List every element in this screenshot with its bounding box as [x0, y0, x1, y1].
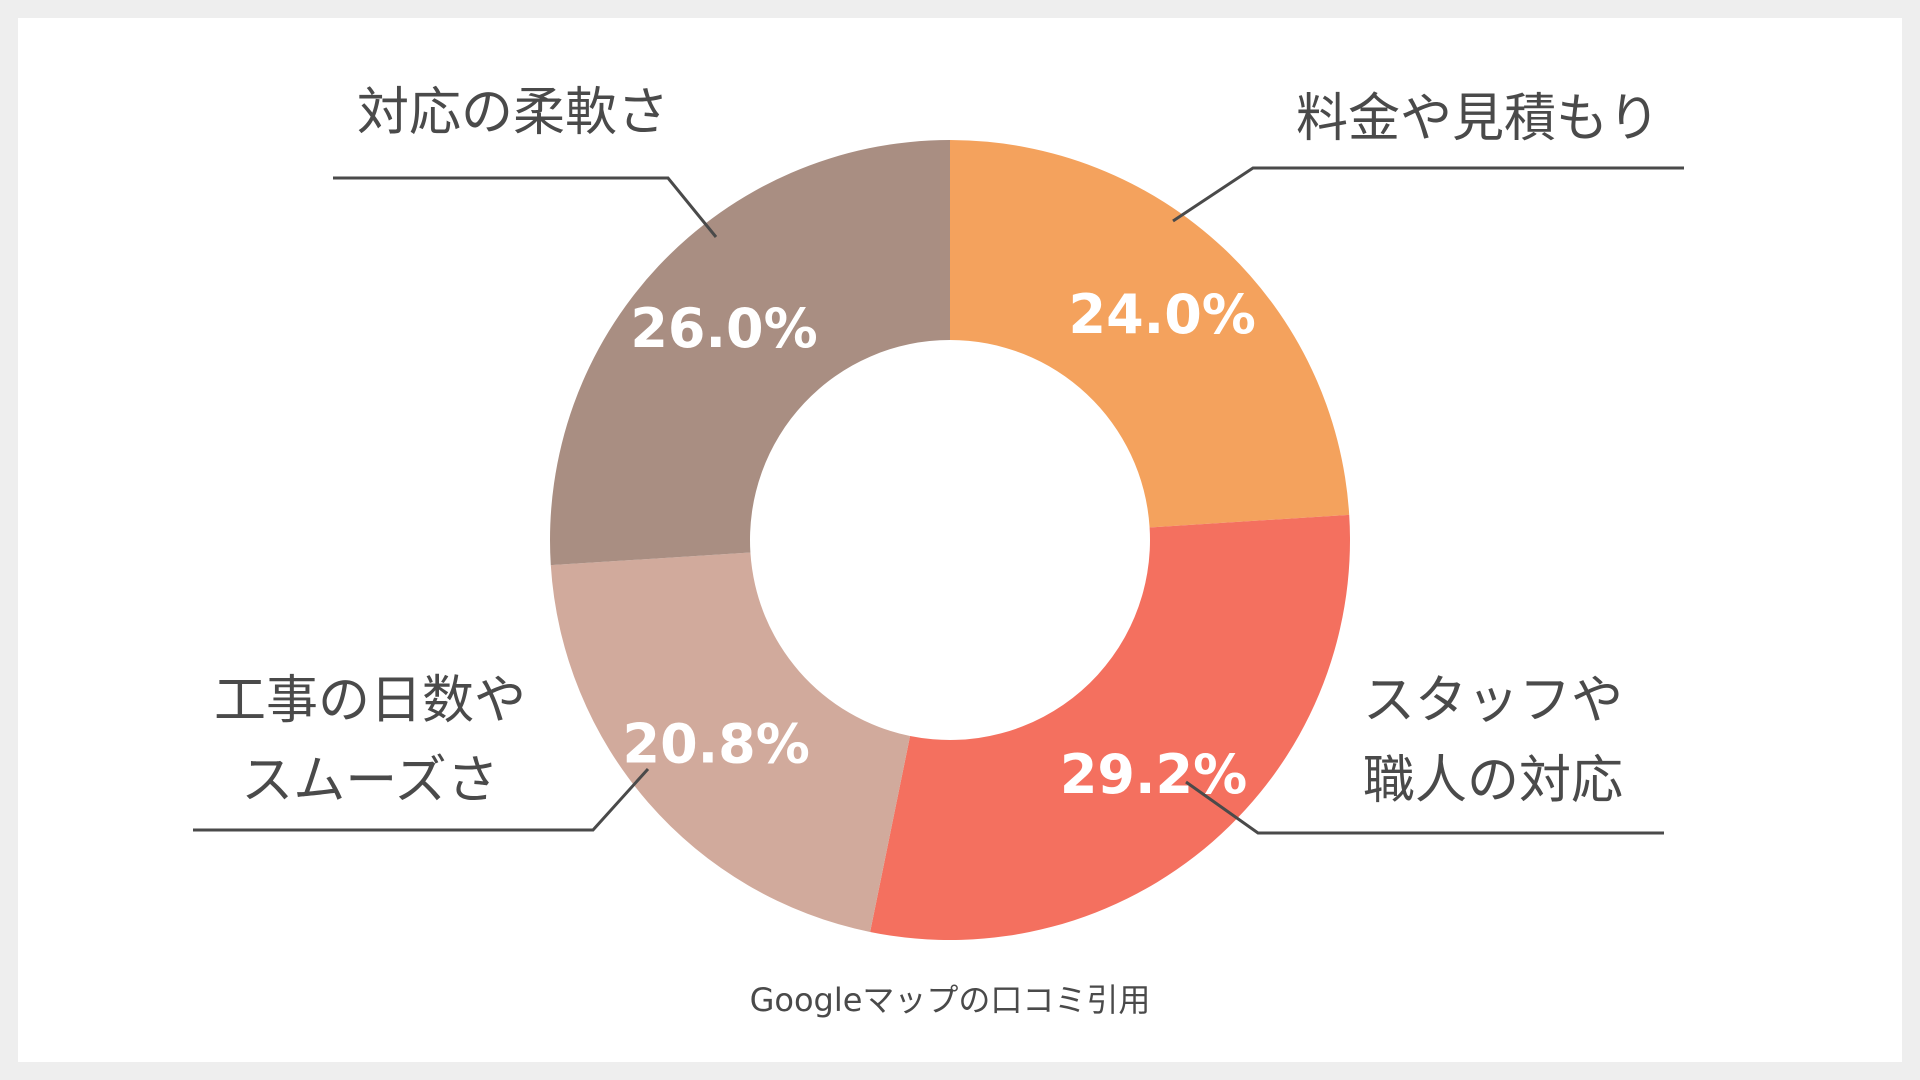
category-label-1-line-1: 料金や見積もり	[1296, 89, 1660, 149]
slice-4	[550, 140, 950, 566]
leader-line-2	[1185, 780, 1664, 835]
percent-label-4: 26.0%	[630, 297, 817, 360]
leader-lines	[193, 166, 1684, 835]
leader-line-3	[193, 767, 650, 832]
leader-line-1	[1172, 166, 1684, 223]
slice-2	[870, 514, 1350, 940]
category-label-3-line-2: スムーズさ	[241, 751, 498, 811]
category-label-2-line-1: スタッフや	[1363, 671, 1623, 731]
chart-caption: Googleマップの口コミ引用	[750, 981, 1151, 1019]
donut-slices	[550, 140, 1350, 940]
percent-label-3: 20.8%	[623, 713, 810, 776]
leader-line-4	[333, 176, 718, 238]
category-label-4-line-1: 対応の柔軟さ	[357, 83, 669, 143]
percent-label-1: 24.0%	[1069, 283, 1256, 346]
chart-frame: 24.0% 29.2% 20.8% 26.0% 料金や見積もりスタッフや職人の対応 工事…	[18, 18, 1902, 1062]
category-label-3-line-1: 工事の日数や	[214, 671, 526, 731]
percent-label-2: 29.2%	[1060, 743, 1247, 806]
slice-1	[950, 140, 1350, 528]
slice-3	[550, 552, 911, 932]
category-label-2-line-2: 職人の対応	[1363, 751, 1623, 811]
percent-labels: 24.0% 29.2% 20.8% 26.0%	[623, 283, 1256, 806]
